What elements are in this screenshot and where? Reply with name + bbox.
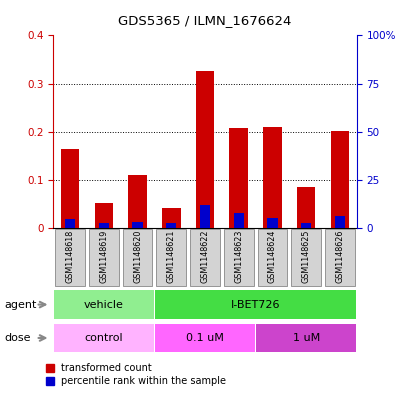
Text: GSM1148623: GSM1148623 (234, 230, 243, 283)
Bar (54, 323, 153, 353)
Bar (166, 223, 176, 228)
Text: GSM1148619: GSM1148619 (99, 230, 108, 283)
Bar (155, 290, 355, 319)
Text: agent: agent (4, 299, 36, 310)
Text: GSM1148626: GSM1148626 (335, 230, 344, 283)
Bar (296, 187, 315, 228)
Text: GSM1148620: GSM1148620 (133, 230, 142, 283)
FancyBboxPatch shape (223, 229, 253, 286)
Bar (200, 205, 209, 228)
Text: GSM1148618: GSM1148618 (65, 230, 74, 283)
Bar (65, 219, 75, 228)
Bar (162, 208, 180, 228)
Bar (233, 213, 243, 228)
Text: GSM1148624: GSM1148624 (267, 230, 276, 283)
Text: vehicle: vehicle (84, 299, 124, 310)
Bar (99, 223, 109, 228)
Bar (256, 323, 355, 353)
Bar (54, 290, 153, 319)
Bar (128, 175, 146, 228)
Bar (267, 218, 277, 228)
FancyBboxPatch shape (156, 229, 186, 286)
Legend: transformed count, percentile rank within the sample: transformed count, percentile rank withi… (46, 363, 226, 386)
Bar (263, 127, 281, 228)
FancyBboxPatch shape (324, 229, 354, 286)
Bar (334, 216, 344, 228)
FancyBboxPatch shape (190, 229, 219, 286)
Bar (155, 323, 254, 353)
FancyBboxPatch shape (257, 229, 287, 286)
Bar (61, 149, 79, 228)
FancyBboxPatch shape (290, 229, 320, 286)
Text: 1 uM: 1 uM (292, 333, 319, 343)
Text: GDS5365 / ILMN_1676624: GDS5365 / ILMN_1676624 (118, 14, 291, 27)
FancyBboxPatch shape (55, 229, 85, 286)
Text: I-BET726: I-BET726 (230, 299, 280, 310)
Text: control: control (84, 333, 123, 343)
Bar (94, 203, 113, 228)
Text: dose: dose (4, 333, 31, 343)
Bar (195, 72, 214, 228)
Bar (330, 131, 348, 228)
FancyBboxPatch shape (122, 229, 152, 286)
Text: 0.1 uM: 0.1 uM (186, 333, 223, 343)
Text: GSM1148622: GSM1148622 (200, 230, 209, 283)
FancyBboxPatch shape (89, 229, 119, 286)
Bar (229, 128, 247, 228)
Text: GSM1148621: GSM1148621 (166, 230, 175, 283)
Text: GSM1148625: GSM1148625 (301, 230, 310, 283)
Bar (132, 222, 142, 228)
Bar (300, 223, 310, 228)
